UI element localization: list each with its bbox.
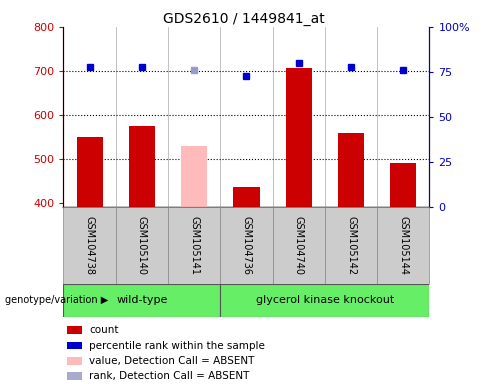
Bar [63, 284, 220, 317]
Text: percentile rank within the sample: percentile rank within the sample [89, 341, 265, 351]
Text: GSM105144: GSM105144 [398, 216, 408, 275]
Text: GSM105140: GSM105140 [137, 216, 147, 275]
Text: genotype/variation ▶: genotype/variation ▶ [5, 295, 108, 306]
Text: GDS2610 / 1449841_at: GDS2610 / 1449841_at [163, 12, 325, 25]
Text: wild-type: wild-type [116, 295, 167, 306]
Bar [63, 207, 116, 284]
Bar [67, 372, 82, 380]
Bar [67, 342, 82, 349]
Bar [77, 137, 102, 207]
Bar [129, 126, 155, 207]
Text: GSM105141: GSM105141 [189, 216, 199, 275]
Bar [168, 207, 220, 284]
Bar [181, 146, 207, 207]
Text: glycerol kinase knockout: glycerol kinase knockout [256, 295, 394, 306]
Text: GSM104740: GSM104740 [294, 216, 304, 275]
Text: GSM104736: GSM104736 [242, 216, 251, 275]
Bar [220, 207, 273, 284]
Text: rank, Detection Call = ABSENT: rank, Detection Call = ABSENT [89, 371, 249, 381]
Bar [273, 207, 325, 284]
Bar [325, 207, 377, 284]
Text: GSM104738: GSM104738 [84, 216, 95, 275]
Bar [338, 132, 364, 207]
Text: GSM105142: GSM105142 [346, 216, 356, 275]
Bar [67, 357, 82, 365]
Bar [220, 284, 429, 317]
Bar [116, 207, 168, 284]
Text: value, Detection Call = ABSENT: value, Detection Call = ABSENT [89, 356, 254, 366]
Bar [390, 163, 416, 207]
Bar [285, 68, 312, 207]
Bar [377, 207, 429, 284]
Bar [233, 187, 260, 207]
Text: count: count [89, 325, 119, 335]
Bar [67, 326, 82, 334]
